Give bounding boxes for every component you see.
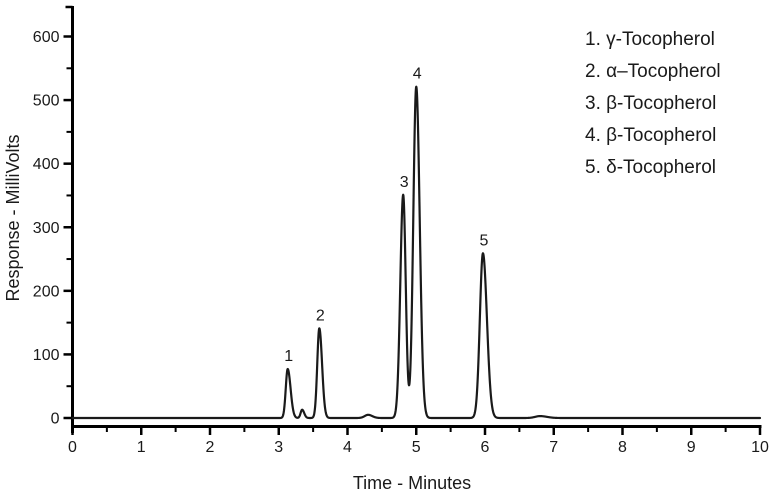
legend-item: 1. γ-Tocopherol — [585, 29, 715, 50]
y-tick-label: 100 — [33, 347, 60, 364]
x-axis-title: Time - Minutes — [353, 473, 471, 493]
legend-item: 3. β-Tocopherol — [585, 93, 717, 114]
peak-legend: 1. γ-Tocopherol 2. α–Tocopherol 3. β-Toc… — [585, 24, 721, 184]
x-tick-label: 6 — [481, 439, 490, 456]
legend-item: 5. δ-Tocopherol — [585, 157, 716, 178]
legend-item: 2. α–Tocopherol — [585, 61, 721, 82]
x-tick-label: 1 — [137, 439, 146, 456]
y-tick-label: 500 — [33, 93, 60, 110]
peak-label-3: 3 — [400, 174, 409, 191]
x-tick-label: 9 — [687, 439, 696, 456]
x-tick-label: 7 — [549, 439, 558, 456]
x-tick-label: 0 — [68, 439, 77, 456]
peak-labels-layer: 1 2 3 4 5 — [284, 66, 488, 365]
legend-item: 4. β-Tocopherol — [585, 125, 717, 146]
peak-label-1: 1 — [284, 348, 293, 365]
x-tick-label: 10 — [751, 439, 769, 456]
x-tick-label: 5 — [412, 439, 421, 456]
x-tick-label: 4 — [343, 439, 352, 456]
chromatogram-trace — [71, 85, 762, 420]
x-tick-label: 8 — [618, 439, 627, 456]
peak-label-2: 2 — [316, 307, 325, 324]
trace-layer — [71, 85, 762, 420]
y-tick-label: 200 — [33, 283, 60, 300]
y-tick-label: 400 — [33, 156, 60, 173]
peak-label-5: 5 — [479, 232, 488, 249]
y-tick-label: 300 — [33, 220, 60, 237]
x-tick-label: 3 — [274, 439, 283, 456]
peak-label-4: 4 — [413, 66, 422, 83]
x-tick-label: 2 — [206, 439, 215, 456]
y-tick-label: 600 — [33, 29, 60, 46]
y-tick-label: 0 — [51, 411, 60, 428]
y-axis-title: Response - MilliVolts — [3, 134, 23, 301]
